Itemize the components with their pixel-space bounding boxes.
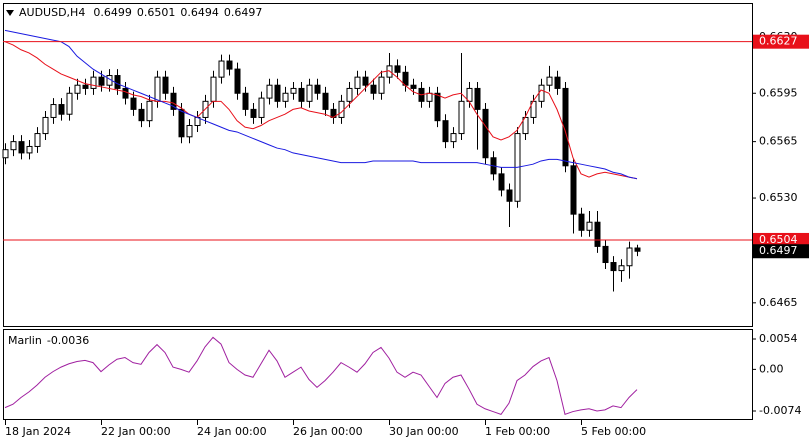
candle-body [34, 133, 41, 147]
candle-body [266, 84, 273, 99]
candle-body [186, 125, 193, 138]
moving-average [4, 29, 638, 180]
candle-body [426, 92, 433, 102]
candle-body [482, 108, 489, 159]
candle-body [378, 76, 385, 94]
candle-body [410, 84, 417, 89]
candle-body [178, 108, 185, 138]
candle-body [66, 92, 73, 115]
candle-body [130, 97, 137, 110]
candle-body [26, 145, 33, 154]
candle-body [546, 76, 553, 86]
candle-body [18, 141, 25, 154]
candle-body [282, 92, 289, 102]
candle-body [10, 141, 17, 151]
x-tick-label: 30 Jan 00:00 [389, 425, 459, 438]
candle-body [258, 97, 265, 118]
candle-body [570, 165, 577, 215]
level-label-bg [753, 34, 809, 49]
candle-body [226, 60, 233, 70]
candle-body [122, 87, 129, 99]
moving-average [4, 41, 638, 180]
x-tick-label: 5 Feb 00:00 [581, 425, 646, 438]
y-tick-label: 0.00 [759, 362, 784, 375]
y-tick-label: 0.6565 [759, 135, 798, 148]
candle-body [50, 104, 57, 118]
level-label: 0.6504 [759, 233, 798, 246]
candle-body [562, 87, 569, 167]
level-label: 0.6627 [759, 35, 798, 48]
candle-body [450, 133, 457, 143]
candle-body [394, 65, 401, 73]
candle-body [434, 92, 441, 122]
candle-body [2, 149, 9, 159]
candle-body [146, 100, 153, 122]
x-tick-label: 18 Jan 2024 [5, 425, 71, 438]
candle-body [578, 213, 585, 231]
y-tick-label: -0.0074 [759, 404, 801, 417]
candle-body [74, 84, 81, 94]
y-tick-label: 0.0054 [759, 332, 798, 345]
candle-body [602, 245, 609, 264]
y-tick-label: 0.6595 [759, 86, 798, 99]
candle-body [298, 87, 305, 102]
candle-body [58, 104, 65, 115]
candle-body [458, 100, 465, 135]
y-tick-label: 0.6465 [759, 296, 798, 309]
candle-body [274, 84, 281, 102]
x-tick-label: 26 Jan 00:00 [293, 425, 363, 438]
candle-body [370, 84, 377, 94]
candle-body [586, 221, 593, 231]
level-label-bg [753, 232, 809, 247]
candle-body [618, 265, 625, 272]
price-label: 0.6497 [759, 244, 798, 257]
y-tick-label: 0.6530 [759, 191, 798, 204]
candle-body [626, 247, 633, 267]
candle-body [354, 76, 361, 89]
candle-body [306, 84, 313, 102]
candle-body [42, 116, 49, 135]
candle-body [506, 189, 513, 202]
candle-body [138, 108, 145, 122]
price-panel [3, 3, 753, 327]
candle-body [98, 76, 105, 86]
menu-arrow[interactable] [6, 10, 14, 16]
price-label-bg [753, 244, 809, 259]
candle-body [610, 262, 617, 272]
candle-body [362, 76, 369, 86]
candle-body [538, 84, 545, 102]
candles [2, 52, 641, 292]
candle-body [442, 120, 449, 143]
candle-body [554, 76, 561, 89]
candle-body [338, 100, 345, 118]
candle-body [82, 84, 89, 89]
candle-body [314, 84, 321, 94]
candle-body [594, 221, 601, 247]
candle-body [290, 87, 297, 94]
candle-body [162, 76, 169, 94]
symbol-title: AUDUSD,H4 0.6499 0.6501 0.6494 0.6497 [19, 6, 262, 19]
x-tick-label: 1 Feb 00:00 [485, 425, 550, 438]
indicator-line [4, 336, 638, 416]
x-tick-label: 22 Jan 00:00 [101, 425, 171, 438]
candle-body [114, 75, 121, 89]
indicator-panel [3, 329, 753, 420]
candle-body [474, 87, 481, 110]
candle-body [634, 247, 641, 252]
x-tick-label: 24 Jan 00:00 [197, 425, 267, 438]
candle-body [170, 92, 177, 110]
candle-body [322, 92, 329, 110]
candle-body [250, 108, 257, 118]
candle-body [234, 68, 241, 94]
candle-body [346, 87, 353, 102]
candle-body [498, 173, 505, 191]
candle-body [218, 60, 225, 78]
candle-body [242, 92, 249, 110]
candle-body [154, 76, 161, 102]
candle-body [90, 76, 97, 89]
candle-body [210, 76, 217, 102]
indicator-title: Marlin -0.0036 [8, 334, 89, 347]
